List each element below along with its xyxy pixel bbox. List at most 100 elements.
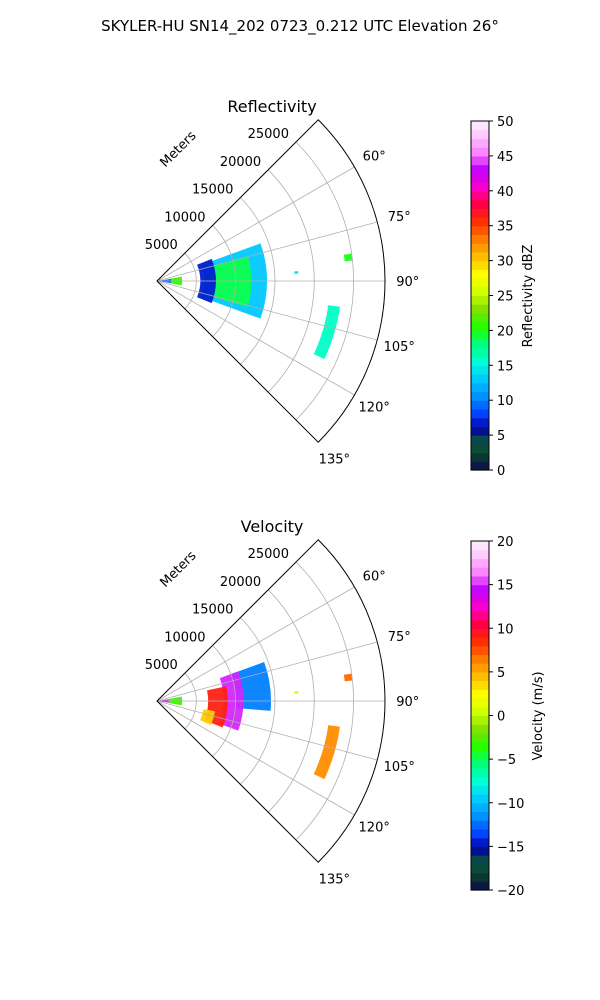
colorbar-band — [471, 234, 489, 244]
colorbar-band — [471, 724, 489, 734]
colorbar-tick-label: −10 — [497, 797, 524, 812]
colorbar-band — [471, 347, 489, 358]
colorbar-band — [471, 671, 489, 682]
polar-frame — [156, 119, 386, 443]
colorbar-band — [471, 628, 489, 638]
colorbar-band — [471, 715, 489, 725]
angle-gridline — [156, 221, 378, 282]
colorbar-band — [471, 121, 489, 131]
colorbar-band — [471, 706, 489, 717]
colorbar-band — [471, 663, 489, 673]
echo-region — [343, 673, 353, 682]
reflectivity-radial-label: Meters — [158, 128, 200, 170]
colorbar-tick-label: 30 — [497, 255, 514, 270]
velocity-title: Velocity — [241, 517, 304, 536]
angle-tick-label: 90° — [396, 275, 419, 290]
colorbar-band — [471, 610, 489, 621]
colorbar-band — [471, 339, 489, 349]
colorbar-band — [471, 435, 489, 445]
velocity-colorbar-ticks: −20 −15 −10 −5 0 5 10 15 20 — [489, 535, 524, 899]
colorbar-band — [471, 837, 489, 847]
colorbar-band — [471, 759, 489, 769]
colorbar-band — [471, 199, 489, 209]
colorbar-band — [471, 278, 489, 288]
colorbar-band — [471, 741, 489, 751]
colorbar-band — [471, 541, 489, 551]
reflectivity-colorbar: 0 5 10 15 20 25 30 35 40 45 50 Reflectivity dBZ — [470, 115, 536, 479]
polar-frame — [156, 539, 386, 863]
angle-tick-label: 75° — [388, 630, 411, 645]
colorbar-band — [471, 575, 489, 586]
echo-region — [313, 725, 340, 780]
colorbar-band — [471, 689, 489, 699]
colorbar-band — [471, 567, 489, 577]
colorbar-band — [471, 811, 489, 821]
colorbar-band — [471, 584, 489, 594]
colorbar-band — [471, 698, 489, 708]
colorbar-band — [471, 820, 489, 830]
colorbar-tick-label: 10 — [497, 394, 514, 409]
angle-gridline — [156, 641, 378, 702]
colorbar-tick-label: 15 — [497, 359, 514, 374]
colorbar-tick-label: 50 — [497, 115, 514, 130]
colorbar-band — [471, 164, 489, 174]
angle-gridline — [156, 586, 355, 702]
colorbar-band — [471, 138, 489, 148]
colorbar-band — [471, 374, 489, 384]
colorbar-band — [471, 260, 489, 270]
radial-tick-label: 5000 — [145, 658, 178, 673]
angle-tick-label: 60° — [363, 150, 386, 165]
radial-tick-label: 25000 — [248, 127, 289, 142]
colorbar-band — [471, 312, 489, 323]
colorbar-band — [471, 680, 489, 690]
radial-tick-label: 5000 — [145, 238, 178, 253]
colorbar-tick-label: 20 — [497, 535, 514, 550]
colorbar-band — [471, 208, 489, 218]
colorbar-tick-label: 35 — [497, 220, 514, 235]
colorbar-band — [471, 732, 489, 743]
reflectivity-panel: Reflectivity 5000 10000 15000 20000 25000 60… — [145, 97, 420, 467]
colorbar-band — [471, 846, 489, 856]
angle-gridline — [156, 280, 355, 396]
colorbar-band — [471, 443, 489, 454]
reflectivity-colorbar-ticks: 0 5 10 15 20 25 30 35 40 45 50 — [489, 115, 514, 479]
colorbar-band — [471, 872, 489, 882]
reflectivity-echoes — [160, 243, 353, 360]
angle-tick-label: 75° — [388, 210, 411, 225]
colorbar-tick-label: 10 — [497, 622, 514, 637]
colorbar-band — [471, 602, 489, 612]
colorbar-band — [471, 365, 489, 375]
colorbar-band — [471, 330, 489, 340]
echo-region — [343, 253, 353, 262]
colorbar-tick-label: 5 — [497, 666, 505, 681]
velocity-colorbar: −20 −15 −10 −5 0 5 10 15 20 Velocity (m/s) — [470, 535, 546, 899]
colorbar-band — [471, 147, 489, 157]
colorbar-band — [471, 636, 489, 647]
colorbar-band — [471, 321, 489, 331]
colorbar-band — [471, 216, 489, 227]
colorbar-band — [471, 190, 489, 201]
colorbar-band — [471, 304, 489, 314]
angle-tick-label: 120° — [359, 820, 390, 835]
velocity-radial-label: Meters — [158, 548, 200, 590]
echo-region — [313, 305, 340, 360]
colorbar-band — [471, 182, 489, 192]
radial-tick-label: 15000 — [192, 183, 233, 198]
colorbar-band — [471, 382, 489, 393]
radial-tick-label: 10000 — [164, 630, 205, 645]
colorbar-band — [471, 286, 489, 297]
angle-tick-label: 90° — [396, 695, 419, 710]
colorbar-band — [471, 767, 489, 778]
reflectivity-title: Reflectivity — [227, 97, 316, 116]
colorbar-band — [471, 855, 489, 865]
colorbar-band — [471, 426, 489, 436]
colorbar-tick-label: 45 — [497, 150, 514, 165]
colorbar-band — [471, 558, 489, 568]
colorbar-band — [471, 295, 489, 305]
colorbar-tick-label: 25 — [497, 290, 514, 305]
angle-tick-label: 135° — [319, 452, 350, 467]
colorbar-band — [471, 802, 489, 813]
colorbar-band — [471, 155, 489, 166]
angle-tick-label: 135° — [319, 872, 350, 887]
